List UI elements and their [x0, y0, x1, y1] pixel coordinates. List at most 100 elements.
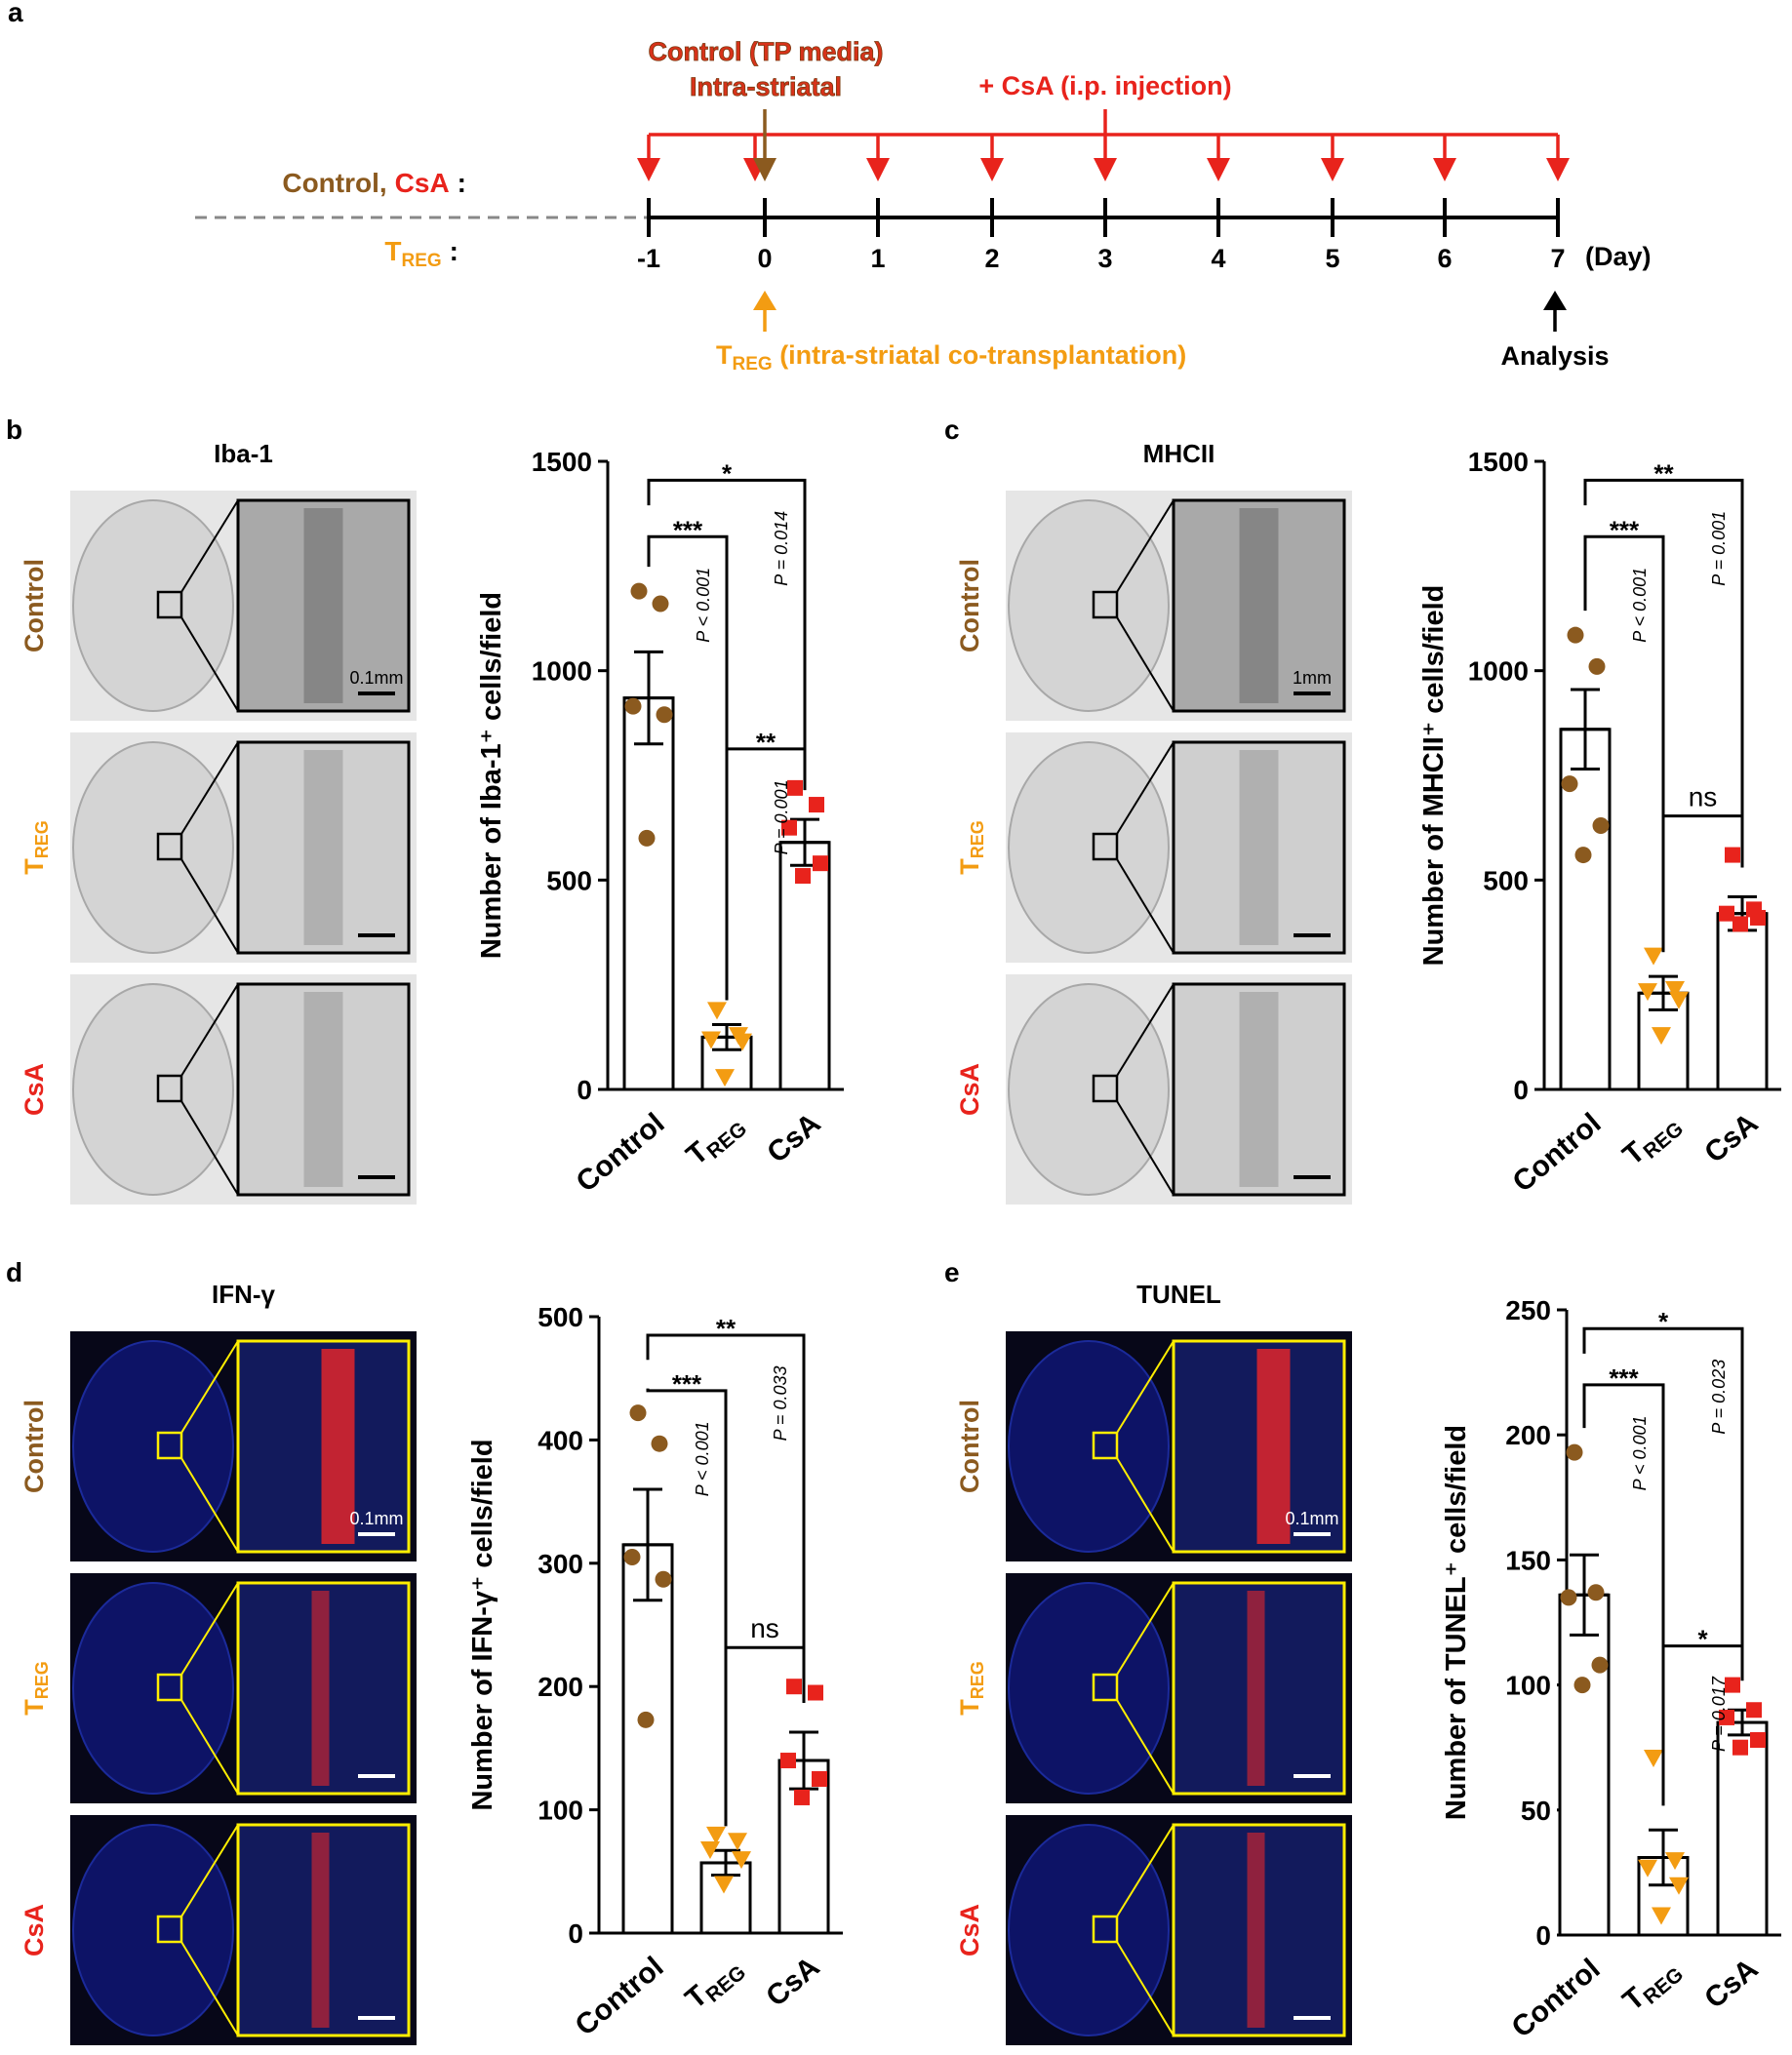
data-point-control [1573, 1677, 1591, 1694]
brain-section [72, 983, 234, 1196]
tunel-signal-stripe [311, 1833, 330, 2028]
x-tick-label-treg: TREG [680, 1107, 751, 1174]
zoom-line-bottom [1116, 1941, 1175, 2036]
bar-control [1558, 1593, 1611, 1937]
significance-bracket [1582, 1383, 1665, 1806]
chart-b: 0 500 1000 1500 Number of Iba-1⁺ cells/field… [476, 447, 844, 1199]
row-label-treg-sub: REG [32, 820, 52, 858]
roi-box [1092, 1431, 1119, 1460]
data-point-treg [732, 1851, 751, 1870]
data-point-control [655, 1570, 672, 1588]
y-axis-label: Number of IFN-γ⁺ cells/field [467, 1439, 498, 1810]
y-axis-label: Number of MHCII⁺ cells/field [1418, 585, 1450, 967]
row-label-treg: TREG [955, 820, 987, 875]
zoom-line-bottom [180, 1699, 239, 1795]
data-point-control [624, 697, 642, 715]
zoom-line-top [180, 1340, 239, 1434]
zoom-line-bottom [1116, 1699, 1175, 1795]
stain-title: IFN-γ [212, 1280, 276, 1309]
stain-signal-stripe [303, 508, 343, 703]
x-tick-label-treg: TREG [679, 1951, 750, 2018]
zoom-line-bottom [1116, 616, 1175, 712]
data-point-control [1587, 1584, 1605, 1601]
y-tick-label: 1000 [532, 656, 592, 687]
row-label-control: Control [955, 559, 984, 652]
significance-stars: *** [673, 515, 703, 544]
injection-arrow-head-3 [980, 158, 1004, 181]
y-tick-label: 300 [538, 1549, 583, 1579]
zoom-line-top [180, 499, 239, 593]
image-panel-d: d IFN-γ 0.1mm Control TREG CsA [6, 1257, 417, 2045]
zoom-line-bottom [1116, 858, 1175, 954]
tunel-signal-stripe [1247, 1591, 1265, 1786]
x-tick-label-csa: CsA [1698, 1953, 1764, 2015]
y-tick-label: 500 [546, 865, 592, 895]
brain-section [72, 1824, 234, 2036]
scale-bar-label: 0.1mm [1285, 1509, 1338, 1528]
x-tick-label-csa: CsA [1698, 1107, 1764, 1169]
p-value-label: P < 0.001 [1630, 1415, 1650, 1490]
data-point-control [1591, 1656, 1609, 1674]
data-point-treg [700, 1841, 720, 1860]
data-point-treg [1644, 1749, 1663, 1767]
roi-box [156, 1915, 183, 1944]
row-label-control: Control [955, 1400, 984, 1493]
injection-arrow-head-5 [1207, 158, 1230, 181]
row-label-treg: TREG: [384, 236, 458, 271]
significance-stars: * [1697, 1625, 1708, 1654]
injection-arrow-head-0 [637, 158, 660, 181]
image-panel-b: b Iba-1 0.1mm Control TREG CsA [6, 415, 417, 1205]
data-point-control [1561, 775, 1578, 793]
row-label-control: Control [20, 559, 49, 652]
significance-stars: ns [1689, 782, 1718, 812]
data-point-treg [706, 1826, 726, 1844]
stain-signal-stripe [303, 992, 343, 1187]
row-label-treg-colon: : [450, 236, 458, 266]
zoom-line-top [1116, 983, 1175, 1077]
tunel-signal-stripe [1256, 1349, 1291, 1544]
zoom-line-bottom [180, 1100, 239, 1196]
row-label-control: Control [20, 1400, 49, 1493]
significance-bracket [1661, 1644, 1744, 1806]
row-label-treg-sub: REG [401, 251, 441, 271]
y-tick-label: 200 [1505, 1420, 1551, 1450]
x-tick-label-control: Control [571, 1107, 671, 1199]
day-label-6: 5 [1325, 244, 1339, 273]
row-label-treg: TREG [20, 820, 52, 875]
significance-stars: *** [672, 1369, 702, 1399]
tunel-signal-stripe [311, 1591, 330, 1786]
significance-stars: * [1658, 1307, 1669, 1336]
row-label-colon: : [458, 168, 466, 198]
brain-section [72, 499, 234, 712]
data-point-treg [733, 1033, 752, 1051]
zoom-inset [1172, 740, 1346, 955]
data-point-treg [701, 1031, 721, 1049]
data-point-csa [808, 1684, 823, 1701]
data-point-csa [780, 1753, 796, 1769]
treg-note-rest: (intra-striatal co-transplantation) [773, 340, 1187, 370]
day-ticks: -1 0 1 2 3 4 5 6 7 [637, 198, 1566, 273]
data-point-csa [1746, 1702, 1762, 1719]
significance-stars: *** [1610, 515, 1640, 544]
data-point-control [637, 1711, 655, 1728]
significance-stars: *** [1609, 1363, 1639, 1393]
roi-box [156, 832, 183, 861]
x-tick-label-control: Control [1507, 1107, 1608, 1199]
treg-arrow-head [753, 291, 777, 310]
y-tick-label: 50 [1521, 1796, 1551, 1826]
row-label-csa: CsA [395, 168, 450, 198]
data-point-csa [781, 819, 797, 836]
row-label-treg-sub: REG [968, 1661, 987, 1699]
row-label-csa: CsA [20, 1063, 49, 1116]
x-tick-label-treg: TREG [1616, 1107, 1688, 1174]
injection-arrow-head-6 [1321, 158, 1344, 181]
zoom-line-top [180, 741, 239, 835]
row-label-csa: CsA [955, 1063, 984, 1116]
p-value-label: P = 0.014 [772, 511, 791, 586]
data-point-control [656, 706, 673, 724]
x-tick-label-csa: CsA [761, 1107, 826, 1169]
y-tick-label: 150 [1505, 1545, 1551, 1575]
data-point-treg [714, 1876, 734, 1894]
significance-bracket [1583, 478, 1744, 868]
zoom-line-top [180, 983, 239, 1077]
